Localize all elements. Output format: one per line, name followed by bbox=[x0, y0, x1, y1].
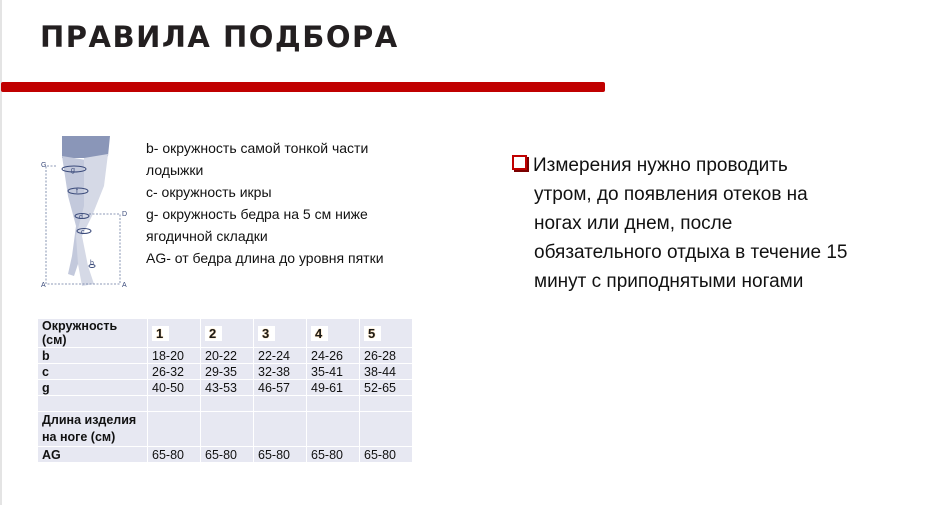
checkbox-bullet-icon bbox=[512, 155, 527, 170]
page-title: ПРАВИЛА ПОДБОРА bbox=[40, 20, 399, 54]
table-cell: 29-35 bbox=[200, 363, 254, 380]
size-number: 2 bbox=[205, 325, 223, 341]
table-cell: 32-38 bbox=[253, 363, 307, 380]
table-cell: 22-24 bbox=[253, 347, 307, 364]
svg-text:A: A bbox=[122, 282, 127, 289]
table-cell: 65-80 bbox=[306, 446, 360, 463]
table-cell: 24-26 bbox=[306, 347, 360, 364]
table-row: c 26-32 29-35 32-38 35-41 38-44 bbox=[37, 363, 413, 380]
header-cell: 3 bbox=[253, 318, 307, 348]
desc-line: AG- от бедра длина до уровня пятки bbox=[146, 250, 384, 266]
svg-text:f: f bbox=[76, 188, 78, 195]
header-cell: 2 bbox=[200, 318, 254, 348]
size-number: 1 bbox=[152, 325, 170, 341]
desc-line: g- окружность бедра на 5 см ниже bbox=[146, 206, 368, 222]
note-line: утром, до появления отеков на bbox=[534, 184, 808, 205]
table-row: Длина изделия на ноге (см) bbox=[37, 411, 413, 447]
title-underline bbox=[1, 82, 605, 92]
table-cell bbox=[37, 395, 148, 412]
row-label: c bbox=[37, 363, 148, 380]
svg-text:A: A bbox=[41, 282, 46, 289]
note-text: Измерения нужно проводить bbox=[533, 155, 788, 176]
svg-text:G: G bbox=[41, 162, 46, 169]
table-cell: 49-61 bbox=[306, 379, 360, 396]
header-cell: 4 bbox=[306, 318, 360, 348]
size-number: 3 bbox=[258, 325, 276, 341]
leg-measurement-figure: G g f d D c b A A bbox=[41, 136, 127, 289]
header-cell: Окружность (см) bbox=[37, 318, 148, 348]
measurement-note: Измерения нужно проводить утром, до появ… bbox=[512, 151, 902, 296]
table-cell bbox=[200, 395, 254, 412]
table-cell: 35-41 bbox=[306, 363, 360, 380]
table-cell: 26-28 bbox=[359, 347, 413, 364]
svg-text:c: c bbox=[81, 229, 85, 236]
table-cell: 65-80 bbox=[359, 446, 413, 463]
size-table: Окружность (см) 1 2 3 4 5 b 18-20 20-22 … bbox=[37, 318, 413, 463]
table-cell: 20-22 bbox=[200, 347, 254, 364]
header-cell: 5 bbox=[359, 318, 413, 348]
size-number: 4 bbox=[311, 325, 329, 341]
table-row: AG 65-80 65-80 65-80 65-80 65-80 bbox=[37, 446, 413, 463]
table-row: b 18-20 20-22 22-24 24-26 26-28 bbox=[37, 347, 413, 364]
table-header-row: Окружность (см) 1 2 3 4 5 bbox=[37, 318, 413, 348]
table-cell bbox=[253, 395, 307, 412]
desc-line: b- окружность самой тонкой части bbox=[146, 140, 369, 156]
header-cell: 1 bbox=[147, 318, 201, 348]
svg-text:g: g bbox=[71, 167, 75, 174]
note-line: Измерения нужно проводить bbox=[512, 151, 902, 180]
note-line: ногах или днем, после bbox=[534, 213, 733, 234]
svg-text:d: d bbox=[79, 214, 83, 221]
table-cell: 52-65 bbox=[359, 379, 413, 396]
table-cell: 65-80 bbox=[200, 446, 254, 463]
table-cell: 43-53 bbox=[200, 379, 254, 396]
note-line: обязательного отдыха в течение 15 bbox=[534, 242, 848, 263]
row-label: b bbox=[37, 347, 148, 364]
table-cell bbox=[359, 395, 413, 412]
note-line: минут с приподнятыми ногами bbox=[534, 271, 804, 292]
size-number: 5 bbox=[364, 325, 382, 341]
table-cell: 38-44 bbox=[359, 363, 413, 380]
row-label: AG bbox=[37, 446, 148, 463]
table-cell: 46-57 bbox=[253, 379, 307, 396]
measurement-description: b- окружность самой тонкой части лодыжки… bbox=[146, 137, 436, 269]
table-row: g 40-50 43-53 46-57 49-61 52-65 bbox=[37, 379, 413, 396]
table-cell: 40-50 bbox=[147, 379, 201, 396]
table-row-empty bbox=[37, 395, 413, 412]
svg-text:b: b bbox=[90, 260, 94, 267]
table-cell bbox=[147, 395, 201, 412]
desc-line: лодыжки bbox=[146, 162, 204, 178]
table-cell bbox=[306, 411, 360, 447]
desc-line: c- окружность икры bbox=[146, 184, 272, 200]
table-cell: 65-80 bbox=[253, 446, 307, 463]
slide-edge bbox=[0, 0, 2, 505]
row-label: g bbox=[37, 379, 148, 396]
table-cell: 26-32 bbox=[147, 363, 201, 380]
table-cell bbox=[200, 411, 254, 447]
svg-text:D: D bbox=[122, 211, 127, 218]
table-cell: 65-80 bbox=[147, 446, 201, 463]
row-label: Длина изделия на ноге (см) bbox=[37, 411, 148, 447]
table-cell: 18-20 bbox=[147, 347, 201, 364]
table-cell bbox=[147, 411, 201, 447]
table-cell bbox=[359, 411, 413, 447]
desc-line: ягодичной складки bbox=[146, 228, 268, 244]
table-cell bbox=[306, 395, 360, 412]
table-cell bbox=[253, 411, 307, 447]
